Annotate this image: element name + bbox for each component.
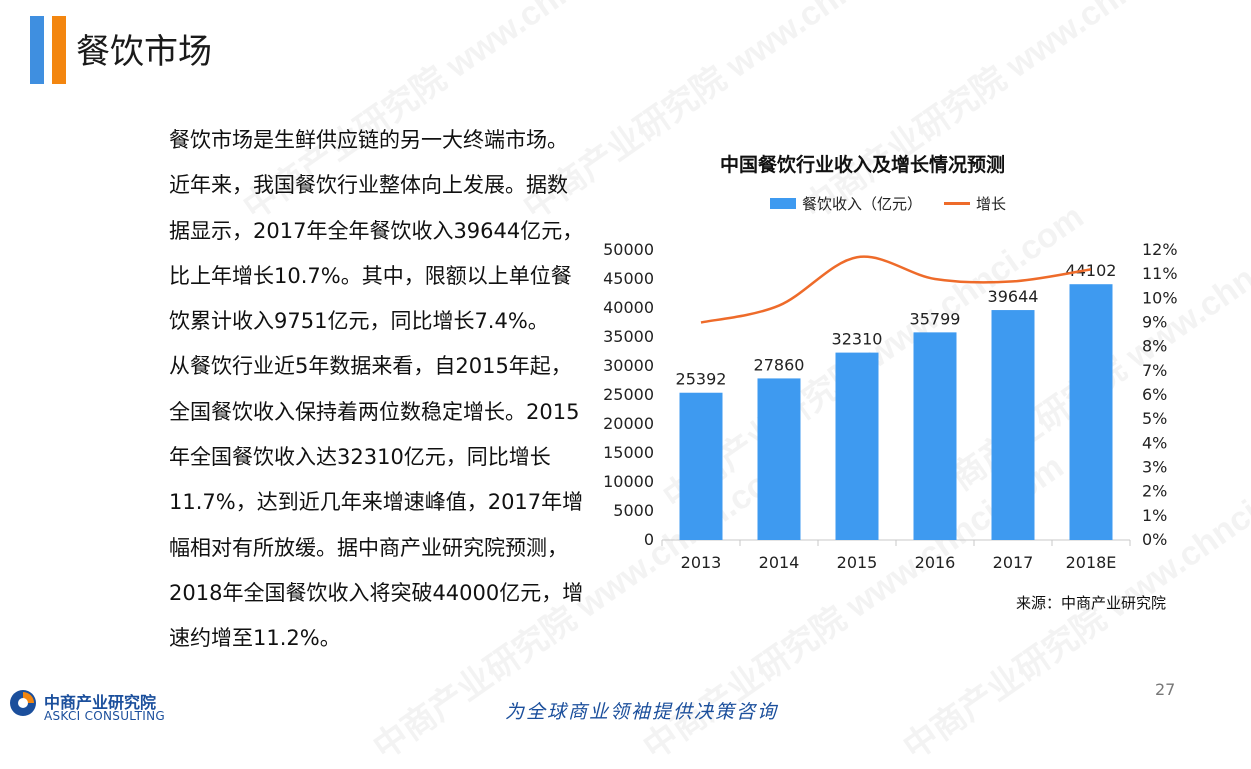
logo-text-cn: 中商产业研究院	[44, 693, 157, 712]
x-tick-label: 2014	[759, 553, 800, 572]
page-title: 餐饮市场	[76, 32, 212, 72]
bar	[835, 352, 879, 540]
y-tick-label-right: 8%	[1142, 337, 1167, 356]
legend-label-revenue: 餐饮收入（亿元）	[802, 195, 923, 213]
body-paragraph-2: 从餐饮行业近5年数据来看，自2015年起，全国餐饮收入保持着两位数稳定增长。20…	[169, 354, 584, 651]
bar	[991, 310, 1035, 540]
y-tick-label-left: 10000	[603, 472, 654, 491]
legend-swatch-line	[944, 202, 971, 205]
y-tick-label-left: 5000	[613, 501, 654, 520]
bar	[913, 332, 957, 540]
bar	[679, 392, 723, 540]
footer-slogan: 为全球商业领袖提供决策咨询	[505, 701, 779, 723]
y-tick-label-right: 2%	[1142, 482, 1167, 501]
y-tick-label-left: 45000	[603, 269, 654, 288]
y-tick-label-right: 10%	[1142, 288, 1178, 307]
y-tick-label-right: 0%	[1142, 530, 1167, 549]
source-note: 来源：中商产业研究院	[1016, 594, 1167, 612]
bar-value-label: 44102	[1066, 261, 1117, 280]
header-accent-blue	[30, 16, 44, 84]
bar	[1069, 284, 1113, 540]
chart-title: 中国餐饮行业收入及增长情况预测	[720, 154, 1006, 176]
askci-logo-icon	[10, 690, 36, 716]
x-tick-label: 2015	[837, 553, 878, 572]
x-tick-label: 2018E	[1066, 553, 1117, 572]
legend-swatch-bar	[770, 198, 796, 209]
bar-value-label: 25392	[676, 370, 727, 389]
y-tick-label-right: 6%	[1142, 385, 1167, 404]
y-tick-label-right: 9%	[1142, 313, 1167, 332]
bar	[757, 378, 801, 540]
bar-value-label: 39644	[988, 287, 1039, 306]
x-tick-label: 2017	[993, 553, 1034, 572]
y-tick-label-left: 15000	[603, 443, 654, 462]
x-tick-label: 2013	[681, 553, 722, 572]
y-tick-label-left: 25000	[603, 385, 654, 404]
growth-line	[700, 255, 1092, 324]
revenue-growth-chart: 0 5000 10000 15000 20000 25000 30000 35000 40000…	[603, 240, 1178, 572]
y-tick-label-left: 40000	[603, 298, 654, 317]
legend-label-growth: 增长	[976, 195, 1007, 213]
y-tick-label-right: 1%	[1142, 506, 1167, 525]
header-accent-orange	[52, 16, 66, 84]
y-tick-label-right: 5%	[1142, 409, 1167, 428]
y-tick-label-left: 30000	[603, 356, 654, 375]
y-tick-label-right: 3%	[1142, 458, 1167, 477]
bar-value-label: 32310	[832, 330, 883, 349]
body-paragraph-1: 餐饮市场是生鲜供应链的另一大终端市场。近年来，我国餐饮行业整体向上发展。据数据显…	[169, 128, 584, 334]
y-tick-label-right: 7%	[1142, 361, 1167, 380]
logo-text-en: ASKCI CONSULTING	[44, 709, 165, 723]
y-tick-label-right: 4%	[1142, 433, 1167, 452]
y-tick-label-left: 35000	[603, 327, 654, 346]
chart-legend: 餐饮收入（亿元） 增长	[770, 193, 1006, 214]
y-tick-label-left: 20000	[603, 414, 654, 433]
bar-value-label: 27860	[754, 355, 805, 374]
y-tick-label-left: 0	[644, 530, 654, 549]
y-tick-label-right: 12%	[1142, 240, 1178, 259]
page-number: 27	[1155, 680, 1176, 699]
body-text: 餐饮市场是生鲜供应链的另一大终端市场。近年来，我国餐饮行业整体向上发展。据数据显…	[104, 118, 584, 662]
bar-value-label: 35799	[910, 309, 961, 328]
y-tick-label-left: 50000	[603, 240, 654, 259]
x-tick-label: 2016	[915, 553, 956, 572]
y-tick-label-right: 11%	[1142, 264, 1178, 283]
